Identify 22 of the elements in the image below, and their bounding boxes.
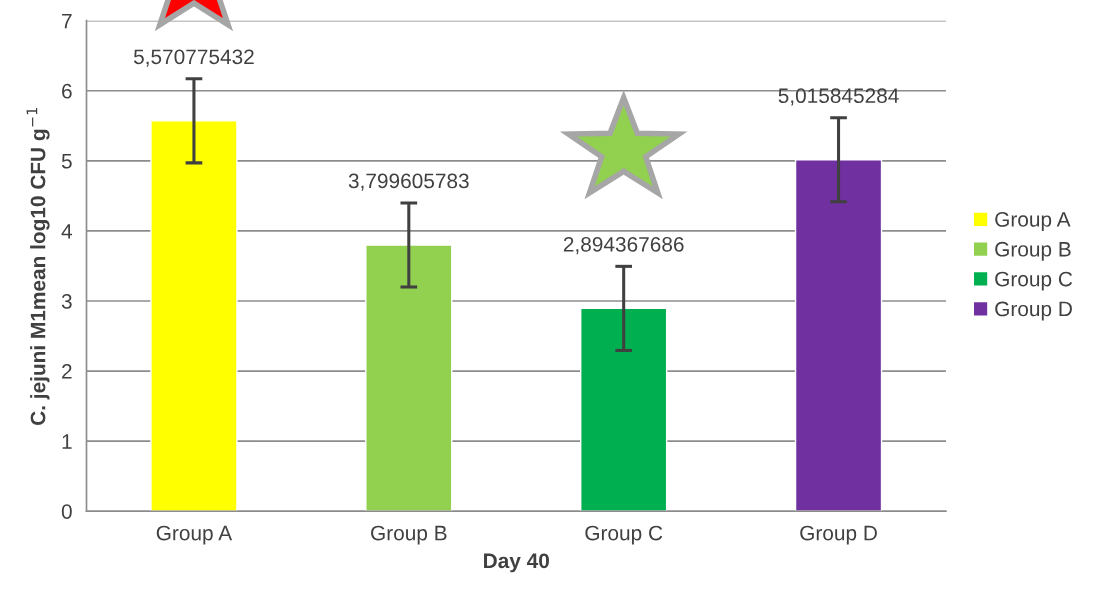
legend-label: Group C bbox=[995, 271, 1073, 291]
data-label: 3,799605783 bbox=[348, 173, 469, 191]
legend-label: Group D bbox=[995, 301, 1072, 321]
y-tick-label: 6 bbox=[62, 83, 72, 99]
y-tick-label: 1 bbox=[62, 434, 72, 449]
y-tick-label: 2 bbox=[62, 364, 72, 379]
legend-label: Group A bbox=[995, 212, 1071, 231]
y-tick-label: 7 bbox=[62, 13, 72, 29]
x-axis-title: Day 40 bbox=[484, 553, 549, 573]
x-tick-label: Group D bbox=[800, 525, 877, 545]
x-tick-label: Group C bbox=[585, 525, 663, 545]
y-tick-label: 0 bbox=[61, 504, 72, 519]
y-tick-label: 4 bbox=[61, 224, 72, 239]
x-tick-label: Group B bbox=[371, 525, 447, 545]
data-label: 5,015845284 bbox=[778, 88, 899, 106]
x-tick-label: Group A bbox=[156, 525, 233, 545]
data-label: 2,894367686 bbox=[563, 236, 684, 255]
y-tick-label: 3 bbox=[61, 293, 72, 309]
data-label: 5,570775432 bbox=[133, 49, 254, 67]
y-axis-title: C. jejuni M1mean log10 CFU g$^{−1}$ bbox=[26, 108, 50, 425]
legend-label: Group B bbox=[995, 241, 1071, 261]
y-tick-label: 5 bbox=[61, 154, 72, 169]
